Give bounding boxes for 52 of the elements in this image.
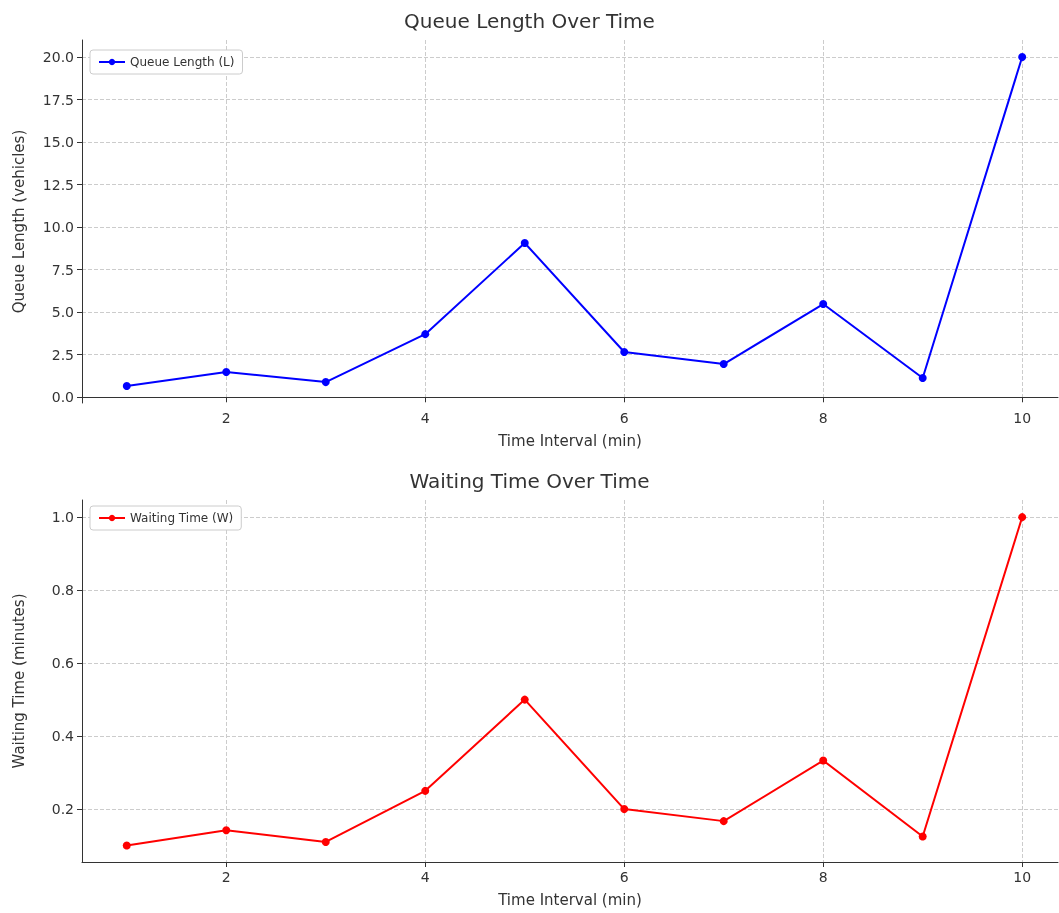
y-tick-label: 5.0 bbox=[51, 304, 74, 321]
x-tick-label: 4 bbox=[420, 410, 430, 426]
x-tick-label: 10 bbox=[1013, 410, 1032, 426]
legend-label: Waiting Time (W) bbox=[130, 511, 234, 525]
point bbox=[620, 347, 629, 356]
x-tick-label: 2 bbox=[221, 410, 231, 426]
x-tick-label: 8 bbox=[818, 869, 828, 885]
point bbox=[819, 300, 828, 309]
y-tick-label: 0.2 bbox=[51, 801, 74, 818]
point bbox=[122, 841, 131, 850]
x-axis-title: Time Interval (min) bbox=[497, 890, 642, 909]
y-tick-label: 17.5 bbox=[42, 91, 74, 108]
point bbox=[520, 695, 529, 704]
y-tick-label: 15.0 bbox=[42, 134, 74, 151]
point bbox=[1018, 513, 1027, 522]
y-tick-label: 2.5 bbox=[51, 346, 74, 363]
point bbox=[421, 330, 430, 339]
chart-title: Queue Length Over Time bbox=[404, 9, 655, 33]
y-tick-label: 10.0 bbox=[42, 219, 74, 236]
x-tick-label: 8 bbox=[818, 410, 828, 426]
point bbox=[520, 239, 529, 248]
point bbox=[222, 826, 231, 835]
y-tick-label: 1.0 bbox=[51, 509, 74, 526]
point bbox=[421, 786, 430, 795]
x-tick-label: 4 bbox=[420, 869, 430, 885]
point bbox=[321, 837, 330, 846]
point bbox=[719, 360, 728, 369]
legend-label: Queue Length (L) bbox=[130, 55, 235, 69]
x-tick-label: 10 bbox=[1013, 869, 1032, 885]
point bbox=[1018, 53, 1027, 61]
point bbox=[222, 368, 231, 377]
y-tick-label: 0.8 bbox=[51, 582, 74, 599]
y-tick-label: 7.5 bbox=[51, 261, 74, 278]
point bbox=[918, 832, 927, 841]
y-axis-title: Queue Length (vehicles) bbox=[9, 129, 28, 314]
x-axis-title: Time Interval (min) bbox=[497, 431, 642, 450]
point bbox=[620, 805, 629, 814]
chart-title: Waiting Time Over Time bbox=[409, 469, 650, 493]
x-tick-label: 6 bbox=[619, 410, 629, 426]
y-tick-label: 0.6 bbox=[51, 655, 75, 672]
y-tick-label: 0.0 bbox=[51, 389, 74, 406]
point bbox=[819, 756, 828, 765]
point bbox=[719, 817, 728, 826]
x-tick-label: 6 bbox=[619, 869, 629, 885]
y-tick-label: 0.4 bbox=[51, 728, 75, 745]
point bbox=[918, 374, 927, 382]
y-tick-label: 20.0 bbox=[42, 49, 74, 65]
y-axis-title: Waiting Time (minutes) bbox=[9, 593, 28, 769]
point bbox=[321, 378, 330, 387]
y-tick-label: 12.5 bbox=[42, 176, 74, 193]
point bbox=[122, 382, 131, 390]
x-tick-label: 2 bbox=[221, 869, 231, 885]
